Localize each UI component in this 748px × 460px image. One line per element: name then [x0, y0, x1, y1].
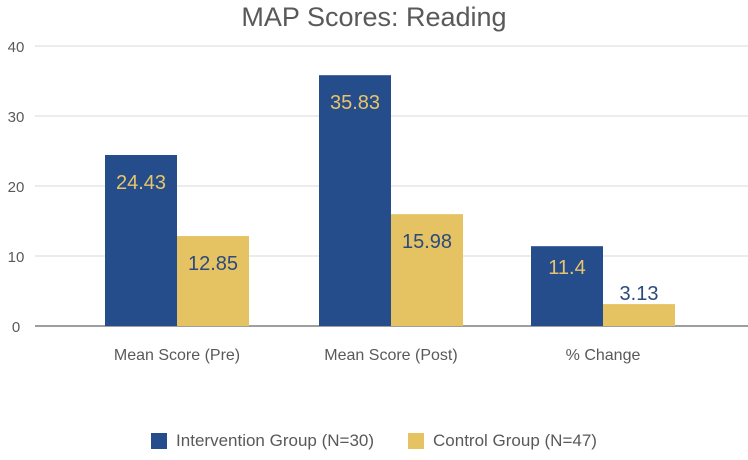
bar-intervention — [531, 246, 603, 326]
legend-label-intervention: Intervention Group (N=30) — [176, 431, 375, 450]
bar-intervention — [105, 154, 177, 326]
legend-swatch-control — [408, 433, 425, 449]
x-tick-label: Mean Score (Pre) — [114, 347, 240, 364]
x-tick-label: % Change — [566, 347, 641, 364]
y-tick-label: 0 — [12, 319, 20, 336]
chart-title: MAP Scores: Reading — [241, 2, 507, 32]
data-label: 15.98 — [402, 231, 452, 253]
legend: Intervention Group (N=30) Control Group … — [0, 431, 748, 451]
x-tick-label: Mean Score (Post) — [324, 347, 457, 364]
data-label: 12.85 — [188, 253, 238, 275]
y-tick-label: 40 — [8, 39, 25, 56]
legend-label-control: Control Group (N=47) — [433, 431, 597, 450]
plot-area: 0 10 20 30 40 24.43 12.85 Mean Score (Pre) 35.83… — [8, 39, 748, 364]
legend-swatch-intervention — [151, 433, 168, 449]
y-tick-label: 20 — [8, 179, 25, 196]
bar-control — [603, 304, 675, 326]
y-tick-label: 30 — [8, 109, 25, 126]
data-label: 35.83 — [330, 92, 380, 114]
bar-intervention — [319, 75, 391, 326]
y-tick-label: 10 — [8, 249, 25, 266]
data-label: 3.13 — [620, 283, 659, 305]
legend-item-control: Control Group (N=47) — [408, 431, 597, 451]
data-label: 24.43 — [116, 172, 166, 194]
data-label: 11.4 — [548, 257, 585, 279]
bar-control — [391, 214, 463, 326]
legend-item-intervention: Intervention Group (N=30) — [151, 431, 374, 451]
bar-control — [177, 236, 249, 326]
